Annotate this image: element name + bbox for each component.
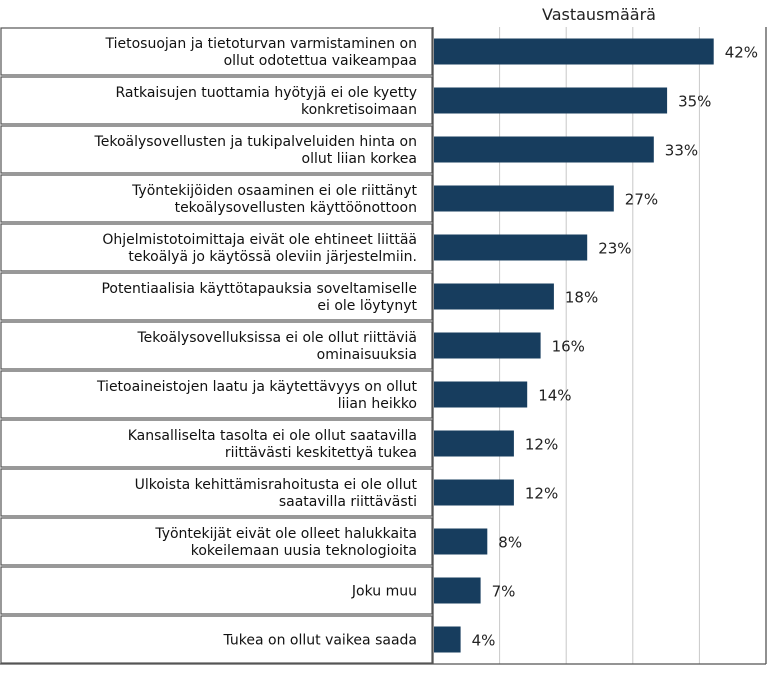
value-label: 35%: [678, 93, 711, 111]
category-label: Tekoälysovellusten ja tukipalveluiden hi…: [94, 134, 417, 167]
category-label: Työntekijät eivät ole olleet halukkaita k…: [154, 526, 417, 559]
category-cell: [0, 223, 433, 272]
category-cell: [0, 76, 433, 125]
value-label: 7%: [492, 583, 516, 601]
category-cell: [0, 27, 433, 76]
bar: [434, 577, 481, 604]
bar: [434, 38, 714, 65]
bar: [434, 283, 554, 310]
value-label: 12%: [525, 436, 558, 454]
category-cell: [0, 468, 433, 517]
bar: [434, 87, 668, 114]
category-label: Ulkoista kehittämisrahoitusta ei ole oll…: [135, 477, 418, 510]
category-cell: [0, 566, 433, 615]
category-label-cells: Tietosuojan ja tietoturvan varmistaminen…: [0, 27, 433, 664]
value-label: 4%: [472, 632, 496, 650]
bar: [434, 479, 514, 506]
category-cell: [0, 321, 433, 370]
category-label: Tukea on ollut vaikea saada: [222, 633, 417, 649]
category-cell: [0, 125, 433, 174]
bar: [434, 185, 614, 212]
bar: [434, 528, 488, 555]
bar: [434, 234, 588, 261]
category-label: Tekoälysovelluksissa ei ole ollut riittä…: [136, 330, 417, 363]
category-cell: [0, 272, 433, 321]
category-label: Kansalliselta tasolta ei ole ollut saata…: [128, 428, 417, 461]
category-label: Potentiaalisia käyttötapauksia soveltami…: [101, 281, 417, 314]
value-label: 14%: [538, 387, 571, 405]
value-label: 18%: [565, 289, 598, 307]
category-cell: [0, 174, 433, 223]
chart-title: Vastausmäärä: [542, 5, 656, 24]
category-cell: [0, 615, 433, 664]
bar: [434, 430, 514, 457]
category-cell: [0, 419, 433, 468]
category-label: Työntekijöiden osaaminen ei ole riittäny…: [131, 183, 417, 216]
value-label: 23%: [598, 240, 631, 258]
category-label: Joku muu: [351, 584, 417, 600]
category-label: Tietosuojan ja tietoturvan varmistaminen…: [104, 36, 417, 69]
value-label: 8%: [498, 534, 522, 552]
category-label: Ratkaisujen tuottamia hyötyjä ei ole kye…: [115, 85, 417, 118]
value-label: 42%: [725, 44, 758, 62]
category-cell: [0, 517, 433, 566]
value-labels: 42% 35% 33% 27% 23% 18% 16% 14% 12% 12% 8% 7% 4%: [472, 44, 758, 650]
bar: [434, 332, 541, 359]
category-label: Ohjelmistotoimittaja eivät ole ehtineet …: [102, 232, 417, 265]
value-label: 33%: [665, 142, 698, 160]
bars: [434, 38, 714, 653]
value-label: 27%: [625, 191, 658, 209]
category-label: Tietoaineistojen laatu ja käytettävyys o…: [96, 379, 418, 412]
bar: [434, 381, 528, 408]
value-label: 12%: [525, 485, 558, 503]
bar: [434, 626, 461, 653]
category-cell: [0, 370, 433, 419]
value-label: 16%: [552, 338, 585, 356]
bar: [434, 136, 654, 163]
